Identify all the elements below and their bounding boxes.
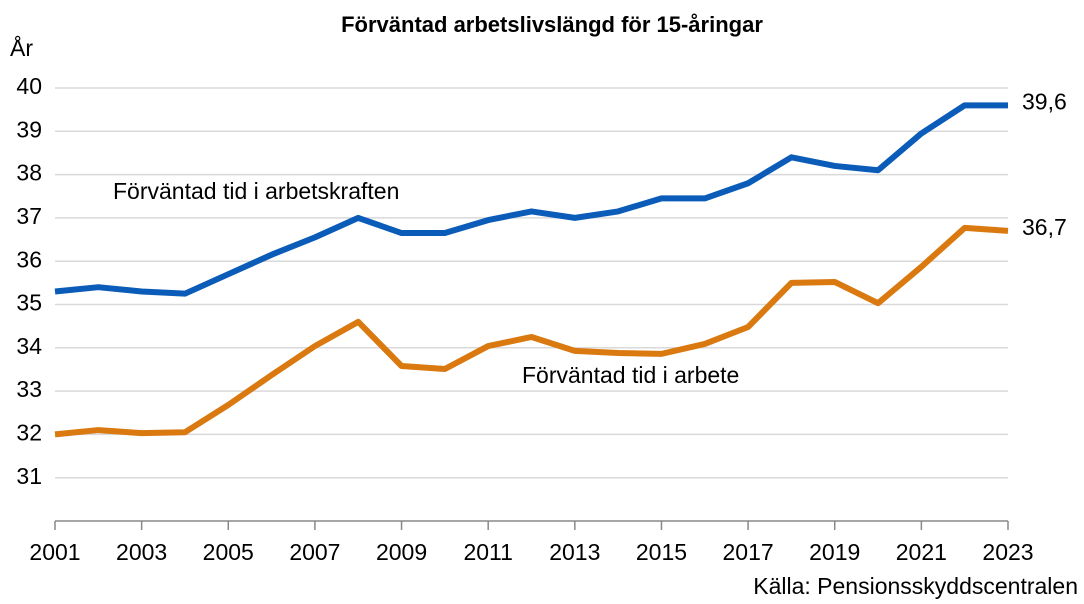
x-tick-label: 2019 xyxy=(809,539,860,565)
x-tick-label: 2015 xyxy=(636,539,687,565)
series-line xyxy=(54,224,1009,438)
x-tick-label: 2013 xyxy=(549,539,600,565)
value-label: 36,7 xyxy=(1022,214,1067,240)
y-tick-label: 33 xyxy=(16,376,42,402)
series-line xyxy=(54,102,1008,297)
y-tick-label: 35 xyxy=(16,290,42,316)
y-tick-label: 37 xyxy=(16,203,42,229)
y-tick-label: 32 xyxy=(16,419,42,445)
x-tick-label: 2011 xyxy=(463,539,512,565)
y-tick-label: 36 xyxy=(16,246,42,272)
x-tick-label: 2005 xyxy=(203,539,254,565)
x-tick-label: 2023 xyxy=(982,539,1033,565)
y-tick-label: 34 xyxy=(16,333,42,359)
x-tick-label: 2009 xyxy=(376,539,427,565)
series-label: Förväntad tid i arbetskraften xyxy=(113,178,399,204)
x-tick-label: 2003 xyxy=(116,539,167,565)
y-tick-label: 39 xyxy=(16,116,42,142)
y-axis-label: År xyxy=(10,34,33,61)
value-label: 39,6 xyxy=(1022,88,1067,114)
source: Källa: Pensionsskyddscentralen xyxy=(753,573,1078,599)
x-tick-label: 2001 xyxy=(29,539,80,565)
y-tick-label: 31 xyxy=(16,463,42,489)
chart-title: Förväntad arbetslivslängd för 15-åringar xyxy=(341,12,763,37)
x-tick-label: 2021 xyxy=(896,539,947,565)
y-tick-label: 38 xyxy=(16,160,42,186)
x-tick-label: 2017 xyxy=(723,539,774,565)
x-tick-label: 2007 xyxy=(289,539,340,565)
series-label: Förväntad tid i arbete xyxy=(522,362,739,388)
y-tick-label: 40 xyxy=(16,73,42,99)
